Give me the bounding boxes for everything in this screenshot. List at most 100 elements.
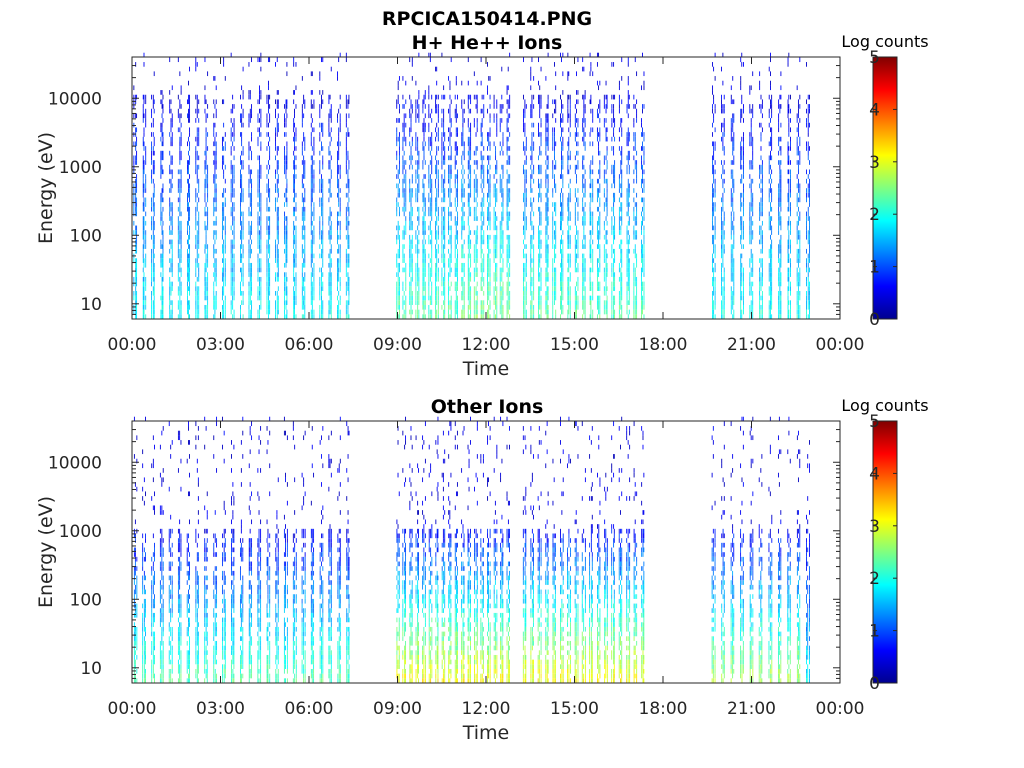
panel-1-spectrogram-cell <box>187 164 188 170</box>
panel-1-spectrogram-cell <box>409 262 411 268</box>
panel-1-spectrogram-cell <box>345 150 347 156</box>
panel-1-spectrogram-cell <box>437 267 439 273</box>
panel-1-spectrogram-cell <box>533 178 535 184</box>
panel-1-spectrogram-cell <box>467 258 469 263</box>
panel-1-spectrogram-cell <box>248 164 250 170</box>
panel-1-spectrogram-cell <box>475 253 477 259</box>
panel-1-spectrogram-cell <box>145 108 147 114</box>
panel-1-spectrogram-cell <box>499 188 501 193</box>
panel-1-spectrogram-cell <box>267 230 269 235</box>
panel-1-spectrogram-cell <box>322 216 324 221</box>
panel-1-spectrogram-cell <box>574 234 576 240</box>
panel-1-spectrogram-cell <box>233 216 235 221</box>
panel-1-spectrogram-cell <box>450 309 452 315</box>
panel-1-spectrogram-cell <box>160 202 162 207</box>
panel-1-spectrogram-cell <box>152 146 154 151</box>
panel-1-spectrogram-cell <box>153 169 155 175</box>
panel-1-spectrogram-cell <box>524 230 526 235</box>
panel-1-spectrogram-cell <box>496 225 498 231</box>
panel-1-spectrogram-cell <box>467 192 469 198</box>
panel-1-spectrogram-cell <box>214 248 216 254</box>
panel-1-spectrogram-cell <box>345 286 347 291</box>
panel-1-spectrogram-cell <box>196 248 198 254</box>
panel-1-spectrogram-cell <box>179 104 181 109</box>
panel-1-spectrogram-cell <box>476 183 478 189</box>
panel-1-spectrogram-cell <box>509 244 511 249</box>
panel-1-spectrogram-cell <box>242 262 244 268</box>
panel-1-spectrogram-cell <box>293 150 295 156</box>
panel-1-spectrogram-cell <box>233 104 235 109</box>
panel-1-spectrogram-cell <box>249 174 251 179</box>
panel-1-spectrogram-cell <box>462 253 464 259</box>
panel-1-spectrogram-cell <box>135 272 137 277</box>
panel-1-spectrogram-cell <box>561 309 562 315</box>
panel-1-spectrogram-cell <box>257 253 259 259</box>
panel-1-spectrogram-cell <box>215 304 217 310</box>
panel-1-spectrogram-cell <box>311 188 313 193</box>
panel-1-spectrogram-cell <box>429 267 431 273</box>
panel-1-spectrogram-cell <box>496 286 498 291</box>
panel-1-spectrogram-cell <box>207 225 209 231</box>
panel-1-spectrogram-cell <box>143 304 145 310</box>
panel-1-spectrogram-cell <box>195 94 197 100</box>
panel-1-spectrogram-cell <box>507 127 509 133</box>
panel-1-spectrogram-cell <box>480 132 482 137</box>
panel-1-spectrogram-cell <box>319 122 321 128</box>
panel-1-spectrogram-cell <box>205 132 207 137</box>
panel-1-spectrogram-cell <box>449 94 451 100</box>
panel-1-spectrogram-cell <box>276 248 278 254</box>
panel-1-spectrogram-cell <box>424 104 426 109</box>
panel-1-spectrogram-cell <box>435 183 437 189</box>
panel-1-spectrogram-cell <box>476 160 478 165</box>
panel-1-spectrogram-cell <box>499 108 501 114</box>
panel-1-spectrogram-cell <box>195 244 197 249</box>
panel-1-spectrogram-cell <box>276 127 278 133</box>
panel-1-spectrogram-cell <box>143 99 145 105</box>
panel-1-spectrogram-cell <box>467 197 469 203</box>
panel-1-spectrogram-cell <box>170 314 172 319</box>
panel-1-spectrogram-cell <box>160 192 162 198</box>
panel-1-spectrogram-cell <box>249 202 251 207</box>
panel-1-spectrogram-cell <box>151 197 153 203</box>
panel-1-spectrogram-cell <box>257 127 259 133</box>
panel-1-spectrogram-cell <box>179 183 181 189</box>
panel-1-spectrogram-cell <box>321 304 322 310</box>
panel-1-spectrogram-cell <box>269 104 271 109</box>
panel-1-spectrogram-cell <box>152 94 154 100</box>
panel-1-spectrogram-cell <box>266 253 268 259</box>
panel-1-spectrogram-cell <box>328 113 330 119</box>
panel-1-spectrogram-cell <box>221 141 223 147</box>
panel-1-spectrogram-cell <box>345 234 347 240</box>
panel-1-spectrogram-cell <box>470 108 472 114</box>
panel-1-spectrogram-cell <box>554 234 555 240</box>
panel-1-spectrogram-cell <box>179 295 181 301</box>
panel-1-spectrogram-cell <box>422 192 424 198</box>
panel-1-spectrogram-cell <box>531 281 533 287</box>
panel-1-spectrogram-cell <box>135 197 137 203</box>
panel-1-spectrogram-cell <box>259 108 260 114</box>
panel-1-spectrogram-cell <box>450 146 452 151</box>
panel-1-spectrogram-cell <box>248 272 250 277</box>
panel-1-spectrogram-cell <box>530 71 532 77</box>
panel-1-spectrogram-cell <box>480 150 482 156</box>
panel-1-spectrogram-cell <box>422 183 424 189</box>
panel-1-spectrogram-cell <box>501 304 503 310</box>
panel-1-spectrogram-cell <box>133 290 135 296</box>
panel-1-spectrogram-cell <box>437 127 439 133</box>
panel-1-spectrogram-cell <box>423 192 425 198</box>
panel-1-spectrogram-cell <box>338 272 340 277</box>
panel-1-spectrogram-cell <box>188 202 189 207</box>
panel-1-spectrogram-cell <box>493 309 495 315</box>
panel-1-spectrogram-cell <box>552 281 554 287</box>
panel-1-spectrogram-cell <box>462 132 464 137</box>
panel-1-spectrogram-cell <box>523 211 524 217</box>
panel-1-spectrogram-cell <box>403 253 405 259</box>
panel-1-spectrogram-cell <box>214 141 216 147</box>
panel-1-spectrogram-cell <box>153 108 155 114</box>
panel-1-spectrogram-cell <box>463 253 465 259</box>
panel-1-spectrogram-cell <box>135 258 137 263</box>
panel-1-spectrogram-cell <box>410 150 412 156</box>
panel-1-spectrogram-cell <box>133 85 135 91</box>
panel-1-spectrogram-cell <box>187 286 188 291</box>
panel-1-spectrogram-cell <box>230 178 232 184</box>
